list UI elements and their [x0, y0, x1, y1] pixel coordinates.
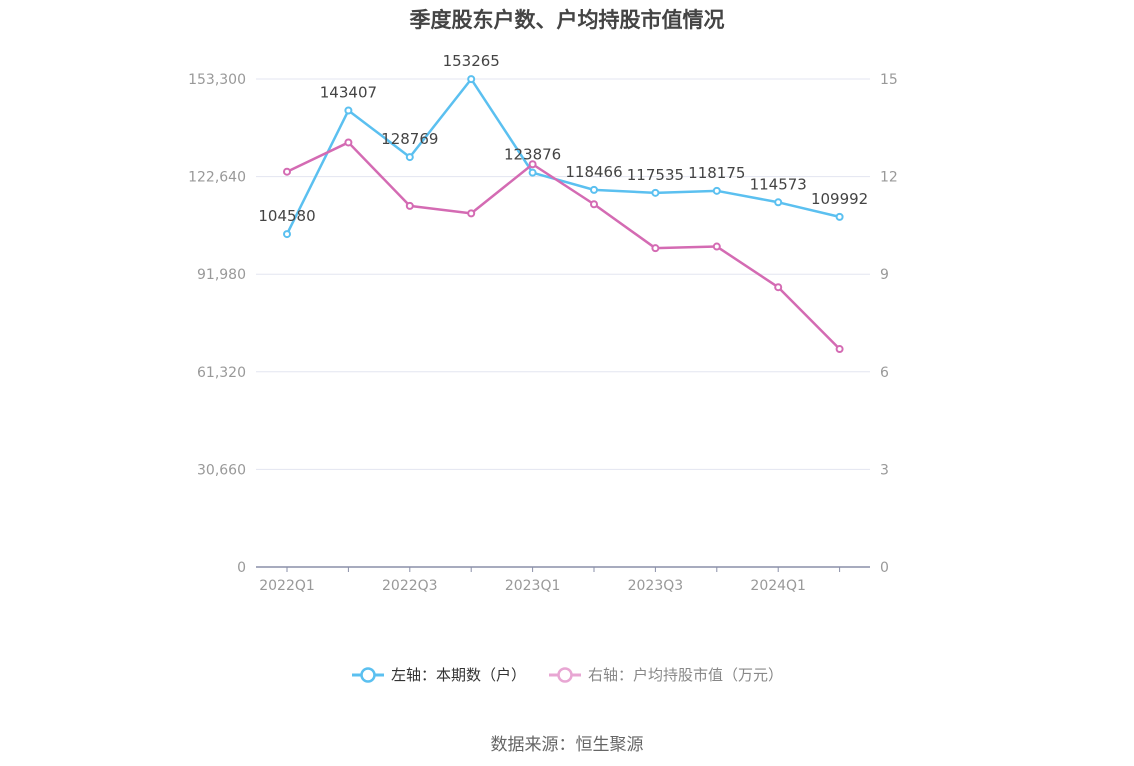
data-point-left[interactable] [528, 168, 537, 177]
y-right-tick-label: 12 [880, 170, 898, 186]
axes: 0 0 30,660 3 61,320 6 91,980 9 122,640 12 153,300 1… [188, 72, 898, 594]
y-left-tick-label: 91,980 [197, 267, 246, 283]
y-right-tick-label: 6 [880, 365, 889, 381]
data-point-left[interactable] [651, 188, 660, 197]
data-point-right[interactable] [405, 201, 414, 210]
legend: 左轴：本期数（户） 右轴：户均持股市值（万元） [0, 664, 1134, 685]
data-point-left[interactable] [283, 230, 291, 239]
data-label: 117535 [627, 166, 684, 184]
data-source: 数据来源：恒生聚源 [490, 735, 644, 755]
x-tick-label: 2023Q3 [628, 578, 684, 594]
data-point-right[interactable] [344, 138, 353, 147]
y-right-tick-label: 9 [880, 267, 889, 283]
x-tick-label: 2023Q1 [505, 578, 561, 594]
legend-left-marker-icon [351, 666, 384, 683]
x-tick-label: 2022Q1 [259, 578, 315, 594]
y-right-tick-label: 15 [880, 72, 898, 88]
y-left-tick-label: 122,640 [188, 170, 246, 186]
data-point-right[interactable] [528, 160, 537, 169]
data-point-right[interactable] [590, 200, 598, 209]
data-point-right[interactable] [774, 283, 783, 292]
data-point-left[interactable] [712, 186, 721, 195]
series-line-left [285, 77, 840, 235]
legend-right-marker-icon [549, 666, 581, 683]
data-label: 109992 [811, 190, 868, 208]
x-tick-label: 2022Q3 [382, 578, 438, 594]
y-left-tick-label: 153,300 [188, 72, 246, 88]
data-label: 128769 [381, 130, 438, 148]
chart-title: 季度股东户数、户均持股市值情况 [409, 8, 725, 32]
data-point-right[interactable] [467, 209, 476, 218]
y-right-tick-label: 3 [880, 462, 889, 478]
data-point-right[interactable] [283, 167, 291, 176]
data-label: 143407 [320, 83, 377, 101]
data-point-right[interactable] [835, 345, 844, 354]
data-label: 104580 [258, 207, 315, 225]
data-label: 123876 [504, 146, 561, 164]
data-label: 118466 [565, 163, 622, 181]
data-point-right[interactable] [712, 242, 721, 251]
data-label: 118175 [688, 164, 745, 182]
data-label: 114573 [750, 175, 807, 193]
data-point-left[interactable] [590, 185, 598, 194]
data-point-left[interactable] [405, 153, 414, 162]
data-point-left[interactable] [774, 198, 783, 207]
y-right-tick-label: 0 [880, 560, 889, 576]
y-left-tick-label: 0 [237, 560, 246, 576]
series [283, 75, 844, 354]
series-line-right [286, 141, 841, 350]
data-point-right[interactable] [651, 244, 660, 253]
data-point-left[interactable] [835, 212, 844, 221]
y-left-tick-label: 30,660 [197, 462, 246, 478]
legend-item-right-axis[interactable]: 右轴：户均持股市值（万元） [548, 664, 783, 685]
legend-item-left-axis[interactable]: 左轴：本期数（户） [351, 664, 526, 685]
y-left-tick-label: 61,320 [197, 365, 246, 381]
x-tick-label: 2024Q1 [750, 578, 806, 594]
legend-right-label: 右轴：户均持股市值（万元） [588, 666, 784, 684]
data-label: 153265 [443, 52, 500, 70]
legend-left-label: 左轴：本期数（户） [390, 666, 526, 684]
data-point-left[interactable] [344, 106, 353, 115]
data-point-left[interactable] [467, 75, 476, 84]
grid-lines [256, 78, 870, 470]
